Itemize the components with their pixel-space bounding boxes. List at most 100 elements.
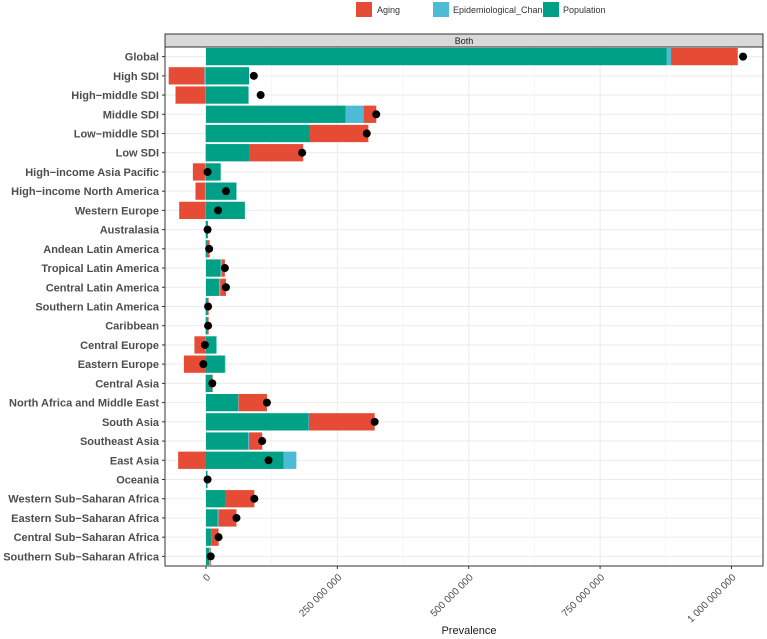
legend-swatch-aging	[356, 2, 372, 17]
total-point	[203, 167, 212, 176]
facet-label: Both	[455, 36, 474, 46]
x-tick-label: 500 000 000	[429, 572, 476, 619]
bar-population	[205, 124, 310, 143]
bar-epidemiological-change	[205, 144, 206, 162]
total-point	[204, 321, 213, 330]
y-tick-label: South Asia	[102, 417, 160, 429]
total-point	[262, 398, 271, 407]
y-tick-label: High−income North America	[11, 186, 160, 198]
bar-aging	[309, 124, 369, 143]
total-point	[203, 475, 212, 484]
bar-population	[205, 86, 249, 104]
bar-population	[205, 278, 220, 296]
bar-epidemiological-change	[283, 451, 297, 469]
total-point	[250, 494, 259, 503]
total-point	[362, 129, 371, 138]
bar-aging	[225, 490, 255, 508]
total-point	[232, 513, 241, 522]
x-tick-label: 250 000 000	[297, 572, 344, 619]
total-point	[221, 187, 230, 196]
legend-label-aging: Aging	[377, 5, 400, 15]
total-point	[203, 225, 212, 234]
y-tick-label: Tropical Latin America	[41, 263, 159, 275]
total-point	[214, 206, 223, 215]
bar-aging	[218, 509, 237, 527]
y-tick-label: East Asia	[110, 455, 160, 467]
bar-epidemiological-change	[308, 413, 309, 431]
y-tick-label: Eastern Europe	[78, 359, 159, 371]
bar-epidemiological-change	[666, 47, 672, 66]
bar-epidemiological-change	[345, 105, 364, 123]
x-tick-label: 750 000 000	[560, 572, 607, 619]
x-tick-label: 1 000 000 000	[686, 572, 739, 625]
total-point	[206, 552, 215, 561]
legend-label-population: Population	[563, 5, 606, 15]
bar-population	[205, 163, 221, 181]
total-point	[205, 244, 214, 253]
bar-epidemiological-change	[219, 278, 221, 296]
bar-aging	[195, 182, 205, 200]
total-point	[739, 52, 748, 61]
y-tick-label: High SDI	[113, 71, 159, 83]
bar-epidemiological-change	[238, 393, 239, 412]
bar-population	[205, 105, 346, 123]
total-point	[199, 360, 208, 369]
total-point	[256, 91, 265, 100]
bar-aging	[175, 86, 206, 104]
y-tick-label: Global	[125, 52, 159, 64]
bar-epidemiological-change	[205, 86, 206, 104]
legend: Aging Epidemiological_Change Population	[356, 2, 606, 17]
bar-aging	[168, 67, 205, 85]
bar-aging	[178, 451, 206, 469]
bar-population	[205, 432, 249, 450]
bar-population	[205, 144, 250, 162]
bars	[168, 47, 738, 566]
total-point	[258, 437, 267, 446]
bar-epidemiological-change	[224, 355, 226, 373]
bar-population	[205, 355, 225, 373]
bar-population	[205, 182, 237, 200]
total-point	[221, 283, 230, 292]
total-point	[370, 417, 379, 426]
bar-population	[205, 451, 284, 469]
bar-population	[205, 413, 309, 431]
y-tick-label: Eastern Sub−Saharan Africa	[11, 513, 160, 525]
bar-population	[205, 509, 218, 527]
y-axis: Global High SDI High−middle SDI Middle SDI L…	[3, 52, 165, 563]
y-tick-label: High−income Asia Pacific	[25, 167, 159, 179]
total-point	[214, 533, 223, 542]
bar-population	[205, 47, 667, 66]
bar-aging	[363, 105, 377, 123]
y-tick-label: Southeast Asia	[80, 436, 160, 448]
bar-population	[205, 67, 250, 85]
bar-epidemiological-change	[205, 374, 206, 393]
x-axis-title: Prevalence	[441, 625, 496, 637]
y-tick-label: Low−middle SDI	[74, 129, 159, 141]
bar-aging	[671, 47, 738, 66]
bar-epidemiological-change	[248, 432, 250, 450]
total-point	[220, 264, 229, 273]
bar-aging	[179, 201, 206, 220]
bar-population	[205, 528, 212, 546]
y-tick-label: Central Europe	[80, 340, 159, 352]
y-tick-label: Southern Latin America	[35, 302, 160, 314]
legend-swatch-epidemiological-change	[433, 2, 449, 17]
y-tick-label: Caribbean	[105, 321, 159, 333]
x-axis: 0 250 000 000 500 000 000 750 000 000 1 000 …	[201, 566, 739, 625]
bar-epidemiological-change	[205, 201, 206, 220]
y-tick-label: Western Sub−Saharan Africa	[8, 494, 160, 506]
y-tick-label: Western Europe	[75, 205, 159, 217]
bar-aging	[192, 163, 205, 181]
bar-aging	[238, 393, 267, 412]
y-tick-label: Central Asia	[95, 378, 160, 390]
total-point	[208, 379, 217, 388]
bar-population	[205, 490, 226, 508]
total-points	[199, 52, 748, 561]
legend-label-epidemiological-change: Epidemiological_Change	[453, 5, 553, 15]
y-tick-label: Middle SDI	[103, 109, 159, 121]
y-tick-label: Australasia	[100, 225, 160, 237]
total-point	[372, 110, 381, 119]
bar-population	[205, 201, 245, 220]
y-tick-label: Andean Latin America	[43, 244, 160, 256]
